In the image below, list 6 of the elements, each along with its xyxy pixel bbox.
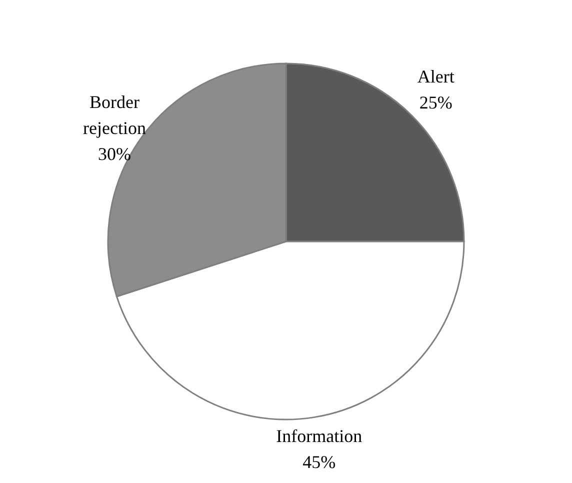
data-label: 25%: [419, 92, 452, 113]
slice-label: Border rejection: [83, 92, 146, 138]
data-label: 30%: [98, 144, 131, 164]
data-label: 45%: [302, 452, 336, 472]
slice-label: Alert: [417, 66, 454, 87]
slice-label: Information: [276, 426, 362, 446]
